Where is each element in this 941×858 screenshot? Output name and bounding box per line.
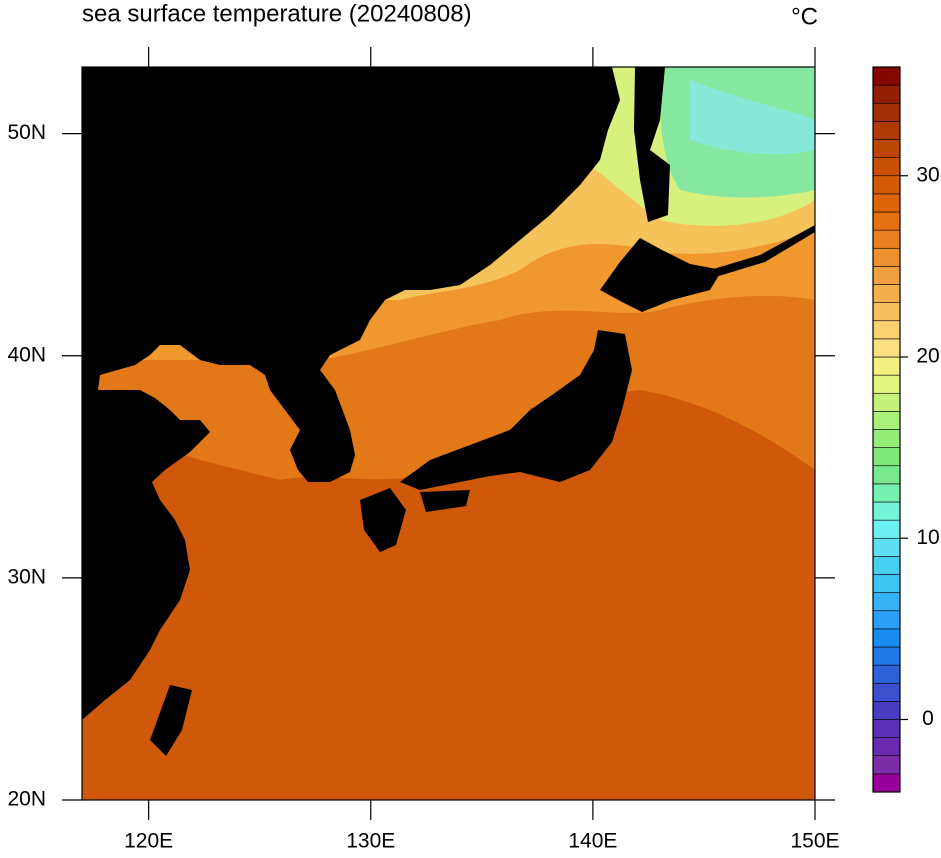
colorbar-level [872, 392, 901, 412]
colorbar-tick-label: 30 [916, 163, 939, 186]
colorbar-level [872, 646, 901, 666]
colorbar-level [872, 664, 901, 684]
x-tick-label: 130E [346, 830, 395, 853]
colorbar-level [872, 537, 901, 557]
kuril-islands [710, 225, 815, 278]
colorbar-level [872, 247, 901, 267]
colorbar-level [872, 755, 901, 775]
shikoku [420, 490, 470, 512]
colorbar-level [872, 737, 901, 757]
map-area [82, 67, 815, 800]
x-tick-label: 120E [124, 830, 173, 853]
map-title: sea surface temperature (20240808) [82, 0, 472, 27]
colorbar-level [872, 610, 901, 630]
colorbar-frame [872, 66, 901, 793]
colorbar-level [872, 193, 901, 213]
colorbar-level [872, 519, 901, 539]
colorbar-level [872, 338, 901, 358]
colorbar-level [872, 556, 901, 575]
y-tick-label: 20N [7, 788, 46, 811]
colorbar-level [872, 628, 901, 648]
colorbar-level [872, 211, 901, 231]
colorbar-level [872, 501, 901, 521]
colorbar-level [872, 266, 901, 285]
colorbar-level [872, 374, 901, 394]
y-tick-label: 30N [7, 565, 46, 588]
colorbar-level [872, 592, 901, 612]
colorbar-level [872, 121, 901, 140]
colorbar-level [872, 411, 901, 430]
kyushu [360, 488, 406, 552]
honshu [400, 330, 632, 490]
colorbar-level [872, 447, 901, 467]
x-tick-label: 140E [568, 830, 617, 853]
colorbar-level [872, 302, 901, 322]
colorbar-level [872, 719, 901, 738]
colorbar-level [872, 139, 901, 158]
ocean-colder [690, 80, 815, 155]
sakhalin [634, 67, 670, 222]
colorbar-level [872, 483, 901, 503]
colorbar-tick-label: 10 [916, 526, 939, 549]
colorbar-level [872, 429, 901, 448]
colorbar-level [872, 574, 901, 593]
colorbar-level [872, 229, 901, 249]
colorbar-level [872, 773, 901, 793]
continent [82, 67, 620, 720]
taiwan [150, 685, 192, 756]
colorbar-level [872, 84, 901, 104]
colorbar-tick-label: 0 [922, 707, 934, 730]
x-tick-label: 150E [790, 830, 839, 853]
colorbar-level [872, 157, 901, 177]
map-frame [81, 66, 816, 801]
colorbar-level [872, 284, 901, 303]
colorbar-level [872, 465, 901, 485]
hokkaido [600, 238, 722, 312]
colorbar-level [872, 66, 901, 86]
colorbar-level [872, 682, 901, 702]
colorbar-level [872, 320, 901, 340]
colorbar-level [872, 701, 901, 720]
colorbar-level [872, 175, 901, 195]
units-label: °C [791, 3, 818, 30]
y-tick-label: 40N [7, 343, 46, 366]
colorbar-tick-label: 20 [916, 345, 939, 368]
colorbar-level [872, 102, 901, 122]
colorbar-level [872, 356, 901, 376]
y-tick-label: 50N [7, 121, 46, 144]
